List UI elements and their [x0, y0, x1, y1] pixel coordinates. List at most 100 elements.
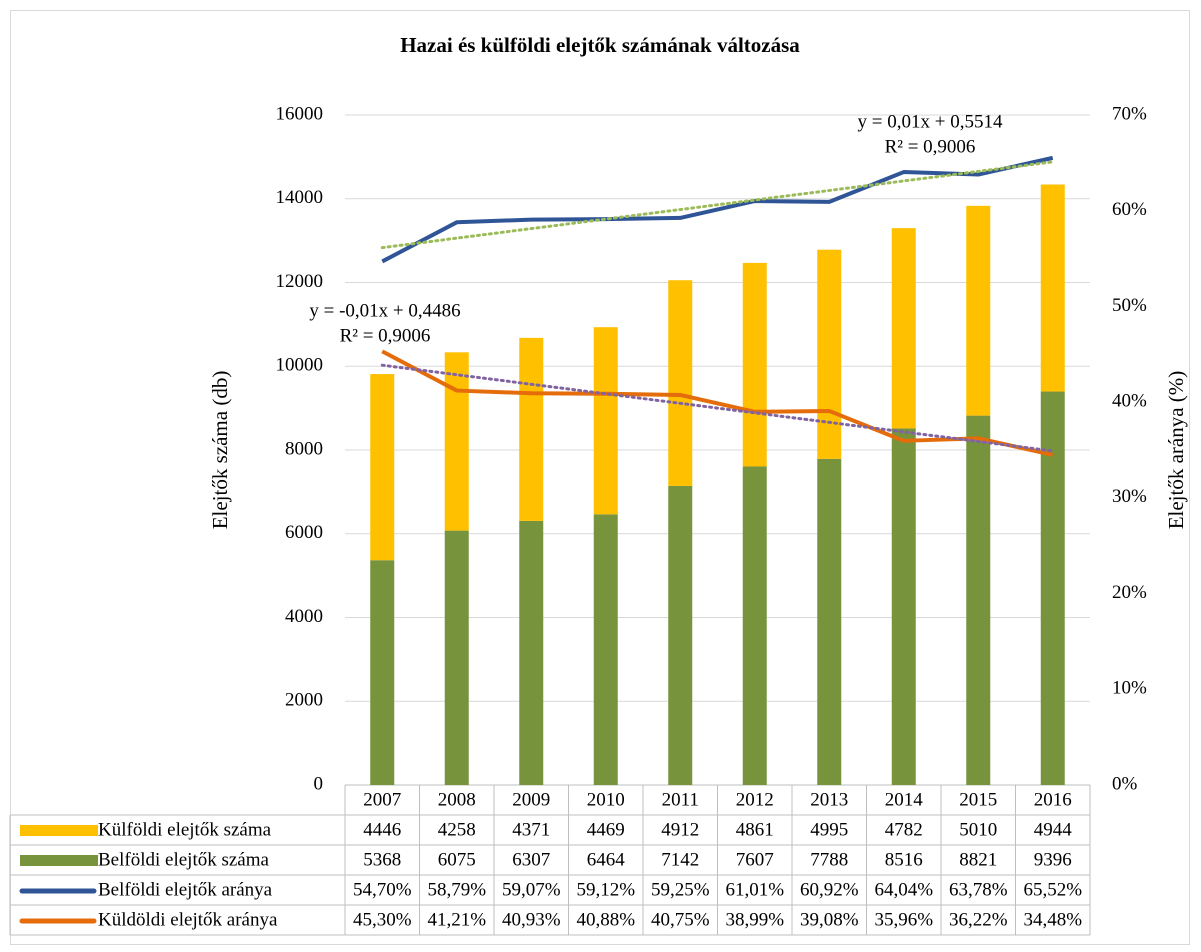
- trendline: [380, 160, 1055, 250]
- table-cell: 8821: [959, 849, 997, 870]
- bar: [1040, 391, 1065, 785]
- table-cell: 7142: [661, 849, 699, 870]
- table-cell: 4995: [810, 819, 848, 840]
- table-cell: 9396: [1034, 849, 1072, 870]
- y-tick-label: 10000: [276, 355, 324, 376]
- bar: [519, 337, 544, 521]
- table-cell: 40,88%: [576, 909, 635, 930]
- table-cell: 63,78%: [949, 879, 1008, 900]
- table-cell: 36,22%: [949, 909, 1008, 930]
- y-tick-label: 14000: [276, 187, 324, 208]
- line: [381, 155, 1054, 264]
- table-cell: 6307: [512, 849, 550, 870]
- x-tick-label: 2008: [438, 789, 476, 810]
- chart-title: Hazai és külföldi elejtők számának válto…: [400, 33, 800, 57]
- annotation: R² = 0,9006: [340, 325, 431, 346]
- trendline: [380, 363, 1055, 453]
- x-tick-label: 2007: [363, 789, 401, 810]
- table-cell: 4446: [363, 819, 401, 840]
- bar: [370, 374, 395, 561]
- bar: [519, 520, 544, 785]
- x-tick-label: 2013: [810, 789, 848, 810]
- table-cell: 58,79%: [427, 879, 486, 900]
- legend-key: [20, 855, 98, 866]
- x-tick-label: 2015: [959, 789, 997, 810]
- table-cell: 40,93%: [502, 909, 561, 930]
- annotation: R² = 0,9006: [885, 136, 976, 157]
- y-tick-label: 4000: [285, 606, 323, 627]
- table-cell: 45,30%: [353, 909, 412, 930]
- bar: [593, 514, 618, 785]
- table-cell: 4469: [587, 819, 625, 840]
- y-tick-label: 8000: [285, 438, 323, 459]
- table-cell: 5010: [959, 819, 997, 840]
- y2-tick-label: 60%: [1112, 199, 1147, 220]
- y2-tick-label: 50%: [1112, 295, 1147, 316]
- table-cell: 7607: [736, 849, 774, 870]
- bar: [742, 262, 767, 467]
- line: [381, 349, 1054, 457]
- table-cell: 65,52%: [1023, 879, 1082, 900]
- x-tick-label: 2010: [587, 789, 625, 810]
- table-cell: 6075: [438, 849, 476, 870]
- bar: [1040, 184, 1065, 392]
- table-cell: 59,07%: [502, 879, 561, 900]
- y-axis-title: Elejtők száma (db): [208, 371, 232, 530]
- y2-axis-title: Elejtők aránya (%): [1164, 371, 1188, 530]
- table-cell: 4371: [512, 819, 550, 840]
- table-cell: 4912: [661, 819, 699, 840]
- bar: [444, 530, 469, 785]
- x-tick-label: 2016: [1034, 789, 1072, 810]
- legend-label: Külföldi elejtők száma: [98, 819, 272, 840]
- table-cell: 40,75%: [651, 909, 710, 930]
- bar: [891, 428, 916, 785]
- table-cell: 4861: [736, 819, 774, 840]
- x-tick-label: 2014: [885, 789, 924, 810]
- y-tick-label: 12000: [276, 271, 324, 292]
- y-tick-label: 0: [314, 773, 324, 794]
- table-cell: 60,92%: [800, 879, 859, 900]
- y-tick-label: 16000: [276, 103, 324, 124]
- y-tick-label: 6000: [285, 522, 323, 543]
- y-tick-label: 2000: [285, 690, 323, 711]
- table-cell: 6464: [587, 849, 626, 870]
- table-cell: 34,48%: [1023, 909, 1082, 930]
- table-cell: 59,12%: [576, 879, 635, 900]
- legend-label: Küldöldi elejtők aránya: [98, 909, 278, 930]
- bar: [742, 466, 767, 785]
- table-cell: 54,70%: [353, 879, 412, 900]
- legend-label: Belföldi elejtők aránya: [98, 879, 273, 900]
- y2-tick-label: 70%: [1112, 103, 1147, 124]
- bar: [593, 327, 618, 515]
- bar: [370, 560, 395, 785]
- table-cell: 41,21%: [427, 909, 486, 930]
- y2-tick-label: 20%: [1112, 582, 1147, 603]
- annotation: y = -0,01x + 0,4486: [309, 300, 460, 321]
- x-tick-label: 2009: [512, 789, 550, 810]
- y2-tick-label: 10%: [1112, 678, 1147, 699]
- table-cell: 4782: [885, 819, 923, 840]
- y2-tick-label: 30%: [1112, 486, 1147, 507]
- legend-key: [20, 825, 98, 836]
- x-tick-label: 2012: [736, 789, 774, 810]
- table-cell: 7788: [810, 849, 848, 870]
- bar: [817, 458, 842, 785]
- table-cell: 5368: [363, 849, 401, 870]
- table-cell: 8516: [885, 849, 923, 870]
- table-cell: 4258: [438, 819, 476, 840]
- table-cell: 61,01%: [725, 879, 784, 900]
- bar: [891, 228, 916, 429]
- y2-tick-label: 40%: [1112, 391, 1147, 412]
- table-cell: 59,25%: [651, 879, 710, 900]
- bar: [444, 352, 469, 531]
- annotation: y = 0,01x + 0,5514: [858, 111, 1003, 132]
- table-cell: 35,96%: [874, 909, 933, 930]
- table-cell: 39,08%: [800, 909, 859, 930]
- legend-label: Belföldi elejtők száma: [98, 849, 270, 870]
- bar: [668, 485, 693, 785]
- bar: [817, 249, 842, 459]
- table-cell: 4944: [1034, 819, 1073, 840]
- table-cell: 64,04%: [874, 879, 933, 900]
- bar: [668, 280, 693, 486]
